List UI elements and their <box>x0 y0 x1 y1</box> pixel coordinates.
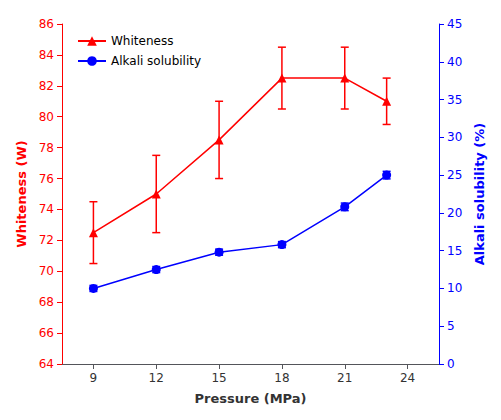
svg-text:72: 72 <box>39 233 54 247</box>
svg-text:45: 45 <box>447 17 462 31</box>
svg-text:Whiteness: Whiteness <box>111 34 173 48</box>
svg-text:5: 5 <box>447 319 455 333</box>
svg-text:Alkali solubility (%): Alkali solubility (%) <box>472 123 487 266</box>
svg-text:82: 82 <box>39 79 54 93</box>
svg-text:74: 74 <box>39 202 54 216</box>
svg-text:70: 70 <box>39 264 54 278</box>
svg-text:84: 84 <box>39 48 54 62</box>
svg-text:Whiteness (W): Whiteness (W) <box>14 140 29 247</box>
svg-text:15: 15 <box>447 244 462 258</box>
svg-text:64: 64 <box>39 357 54 371</box>
svg-text:76: 76 <box>39 172 54 186</box>
svg-text:12: 12 <box>149 371 164 385</box>
svg-text:68: 68 <box>39 295 54 309</box>
svg-text:15: 15 <box>211 371 226 385</box>
svg-text:9: 9 <box>90 371 98 385</box>
svg-text:25: 25 <box>447 168 462 182</box>
svg-text:18: 18 <box>274 371 289 385</box>
svg-text:35: 35 <box>447 93 462 107</box>
svg-text:24: 24 <box>400 371 415 385</box>
svg-text:66: 66 <box>39 326 54 340</box>
svg-text:21: 21 <box>337 371 352 385</box>
svg-text:10: 10 <box>447 281 462 295</box>
svg-text:0: 0 <box>447 357 455 371</box>
svg-text:Pressure (MPa): Pressure (MPa) <box>194 391 306 406</box>
svg-text:86: 86 <box>39 17 54 31</box>
svg-text:20: 20 <box>447 206 462 220</box>
svg-text:40: 40 <box>447 55 462 69</box>
svg-text:78: 78 <box>39 141 54 155</box>
svg-text:Alkali solubility: Alkali solubility <box>111 54 201 68</box>
svg-text:80: 80 <box>39 110 54 124</box>
svg-text:30: 30 <box>447 130 462 144</box>
